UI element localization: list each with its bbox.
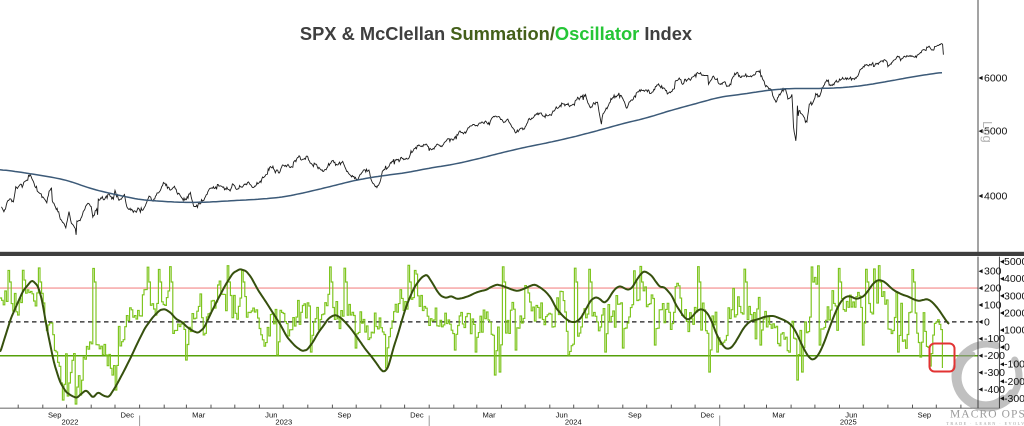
svg-text:Dec: Dec xyxy=(701,410,715,419)
svg-text:Dec: Dec xyxy=(410,410,424,419)
svg-text:5000: 5000 xyxy=(1004,256,1024,268)
svg-text:Mar: Mar xyxy=(483,410,497,419)
svg-text:Jun: Jun xyxy=(265,410,277,419)
svg-text:Jun: Jun xyxy=(845,410,857,419)
svg-text:Mar: Mar xyxy=(192,410,206,419)
svg-text:Dec: Dec xyxy=(121,410,135,419)
svg-text:Mar: Mar xyxy=(772,410,786,419)
svg-text:2022: 2022 xyxy=(62,418,79,426)
svg-text:2024: 2024 xyxy=(565,418,582,426)
svg-text:Log: Log xyxy=(980,121,995,143)
svg-text:-400: -400 xyxy=(984,384,1005,396)
svg-text:4000: 4000 xyxy=(984,190,1008,202)
svg-text:0: 0 xyxy=(1004,342,1010,354)
svg-text:2000: 2000 xyxy=(1004,307,1024,319)
svg-text:-300: -300 xyxy=(984,367,1005,379)
svg-text:4000: 4000 xyxy=(1004,273,1024,285)
svg-text:2023: 2023 xyxy=(275,418,292,426)
svg-text:-100: -100 xyxy=(984,333,1005,345)
svg-text:0: 0 xyxy=(984,316,990,328)
svg-text:Sep: Sep xyxy=(338,410,352,419)
svg-text:200: 200 xyxy=(984,283,1002,295)
svg-text:Sep: Sep xyxy=(628,410,642,419)
svg-text:300: 300 xyxy=(984,266,1002,278)
svg-text:6000: 6000 xyxy=(984,72,1008,84)
svg-text:Sep: Sep xyxy=(918,410,932,419)
svg-text:5000: 5000 xyxy=(984,126,1008,138)
svg-text:2025: 2025 xyxy=(840,418,857,426)
svg-text:3000: 3000 xyxy=(1004,290,1024,302)
svg-text:-200: -200 xyxy=(984,350,1005,362)
svg-text:Jun: Jun xyxy=(556,410,568,419)
svg-text:-3000: -3000 xyxy=(1004,393,1024,405)
svg-text:Sep: Sep xyxy=(48,410,62,419)
svg-text:SPX & McClellan Summation/Osci: SPX & McClellan Summation/Oscillator Ind… xyxy=(300,23,693,44)
svg-text:TRADE · LEARN · EVOLVE: TRADE · LEARN · EVOLVE xyxy=(946,421,1024,426)
svg-text:MACRO OPS: MACRO OPS xyxy=(950,409,1024,421)
svg-text:-2000: -2000 xyxy=(1004,376,1024,388)
svg-text:100: 100 xyxy=(984,299,1002,311)
